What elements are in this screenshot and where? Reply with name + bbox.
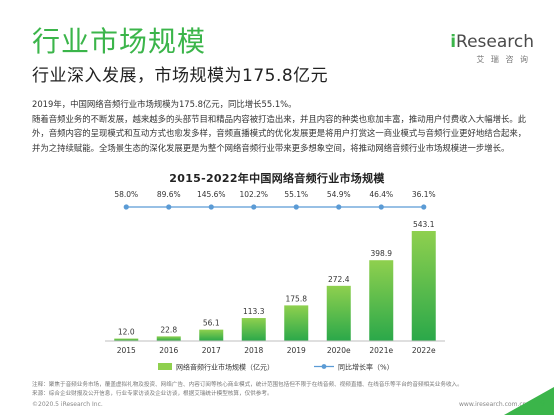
bar-label-2018: 113.3 [243, 307, 265, 316]
bar-label-2022e: 543.1 [413, 220, 435, 229]
copyright: ©2020.5 iResearch Inc. [32, 401, 103, 408]
legend-bar-label: 网络音频行业市场规模（亿元） [176, 363, 274, 372]
x-tick-2020e: 2020e [327, 346, 351, 355]
iresearch-logo: iResearch 艾 瑞 咨 询 [442, 33, 534, 65]
x-tick-2018: 2018 [244, 346, 263, 355]
footnote-source: 来源：综合企业财报及公开信息，行业专家访谈及企业访谈，根据艾瑞统计模型核算，仅供… [32, 390, 273, 397]
growth-label-2020e: 54.9% [327, 190, 351, 199]
bar-2018 [241, 318, 266, 341]
corner-decoration [504, 387, 554, 415]
bar-2022e [411, 231, 436, 341]
legend-line-label: 同比增长率（%） [338, 363, 394, 372]
bar-2016 [156, 336, 181, 341]
body-paragraph-1: 2019年，中国网络音频行业市场规模为175.8亿元，同比增长55.1%。 [32, 99, 297, 109]
logo-wordmark: iResearch [442, 33, 534, 51]
growth-label-2017: 145.6% [197, 190, 226, 199]
page-title: 行业市场规模 [32, 25, 207, 58]
body-text: 2019年，中国网络音频行业市场规模为175.8亿元，同比增长55.1%。 随着… [32, 97, 532, 155]
growth-label-2021e: 46.4% [369, 190, 393, 199]
page-number: 9 [540, 399, 546, 408]
growth-point-2015 [123, 204, 129, 210]
growth-label-2016: 89.6% [157, 190, 181, 199]
x-tick-2015: 2015 [117, 346, 136, 355]
x-tick-2022e: 2022e [412, 346, 436, 355]
bar-2017 [199, 329, 224, 341]
growth-point-2020e [336, 204, 342, 210]
growth-label-2019: 55.1% [284, 190, 308, 199]
chart-title: 2015-2022年中国网络音频行业市场规模 [169, 172, 385, 185]
growth-point-2018 [251, 204, 257, 210]
bar-label-2017: 56.1 [203, 319, 220, 328]
logo-i: i [450, 32, 457, 52]
growth-point-2022e [421, 204, 427, 210]
bar-label-2016: 22.8 [160, 325, 177, 334]
page-subtitle: 行业深入发展，市场规模为175.8亿元 [32, 66, 329, 86]
legend-line-marker [321, 364, 327, 369]
bar-label-2019: 175.8 [286, 294, 308, 303]
bar-2020e [326, 285, 351, 341]
x-tick-2021e: 2021e [369, 346, 393, 355]
bar-2021e [369, 260, 394, 341]
footnote-note: 注释：聚焦于音频业务市场，覆盖虚拟礼物及投资、网络广告、内容订阅等核心商业模式，… [32, 382, 463, 388]
growth-point-2017 [208, 204, 214, 210]
bar-2015 [114, 338, 139, 341]
body-paragraph-2: 随着音频业务的不断发展，越来越多的头部节目和精品内容被打造出来，并且内容的种类也… [32, 113, 527, 153]
x-tick-2017: 2017 [202, 346, 221, 355]
bar-label-2020e: 272.4 [328, 275, 350, 284]
growth-point-2016 [166, 204, 172, 210]
growth-point-2019 [293, 204, 299, 210]
growth-label-2022e: 36.1% [412, 190, 436, 199]
growth-label-2018: 102.2% [239, 190, 268, 199]
footnote: 注释：聚焦于音频业务市场，覆盖虚拟礼物及投资、网络广告、内容订阅等核心商业模式，… [32, 381, 532, 398]
bar-label-2015: 12.0 [118, 328, 135, 337]
legend-bar-swatch [158, 363, 172, 370]
x-tick-2016: 2016 [159, 346, 178, 355]
x-tick-2019: 2019 [287, 346, 306, 355]
logo-word: Research [456, 32, 534, 52]
growth-point-2021e [378, 204, 384, 210]
growth-label-2015: 58.0% [114, 190, 138, 199]
bar-2019 [284, 305, 309, 341]
website-link[interactable]: www.iresearch.com.cn [459, 401, 527, 408]
bar-label-2021e: 398.9 [371, 249, 393, 258]
logo-subtext: 艾 瑞 咨 询 [476, 55, 530, 64]
